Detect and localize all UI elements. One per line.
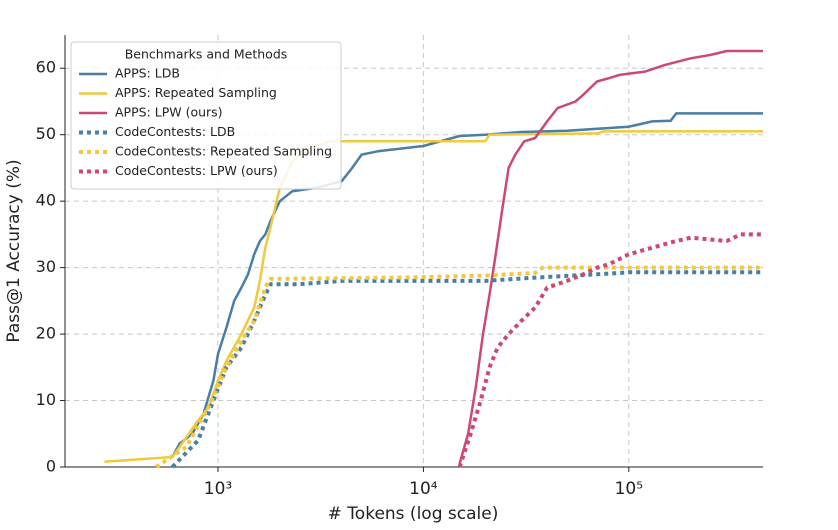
legend-label: APPS: LPW (ours) bbox=[115, 105, 223, 120]
series-line bbox=[170, 270, 763, 469]
legend-label: APPS: LDB bbox=[115, 66, 180, 81]
legend-label: APPS: Repeated Sampling bbox=[115, 85, 277, 100]
y-axis-label: Pass@1 Accuracy (%) bbox=[4, 159, 24, 342]
x-tick-label: 10⁵ bbox=[615, 479, 643, 499]
x-tick-label: 10³ bbox=[204, 479, 232, 499]
legend-label: CodeContests: Repeated Sampling bbox=[115, 144, 332, 159]
legend-label: CodeContests: LDB bbox=[115, 124, 235, 139]
series-line bbox=[104, 130, 763, 463]
y-tick-label: 0 bbox=[46, 457, 56, 476]
y-tick-label: 10 bbox=[36, 390, 56, 409]
y-tick-label: 40 bbox=[36, 191, 56, 210]
y-tick-label: 30 bbox=[36, 257, 56, 276]
series-line bbox=[171, 112, 763, 458]
series-line bbox=[458, 49, 763, 465]
y-tick-label: 50 bbox=[36, 124, 56, 143]
x-tick-label: 10⁴ bbox=[409, 479, 438, 499]
y-tick-label: 60 bbox=[36, 58, 56, 77]
y-tick-label: 20 bbox=[36, 324, 56, 343]
legend-box bbox=[70, 41, 342, 190]
legend-label: CodeContests: LPW (ours) bbox=[115, 163, 278, 178]
legend-title: Benchmarks and Methods bbox=[125, 47, 288, 62]
series-line bbox=[457, 232, 763, 468]
series-line bbox=[154, 265, 763, 469]
x-axis-label: # Tokens (log scale) bbox=[328, 504, 499, 524]
